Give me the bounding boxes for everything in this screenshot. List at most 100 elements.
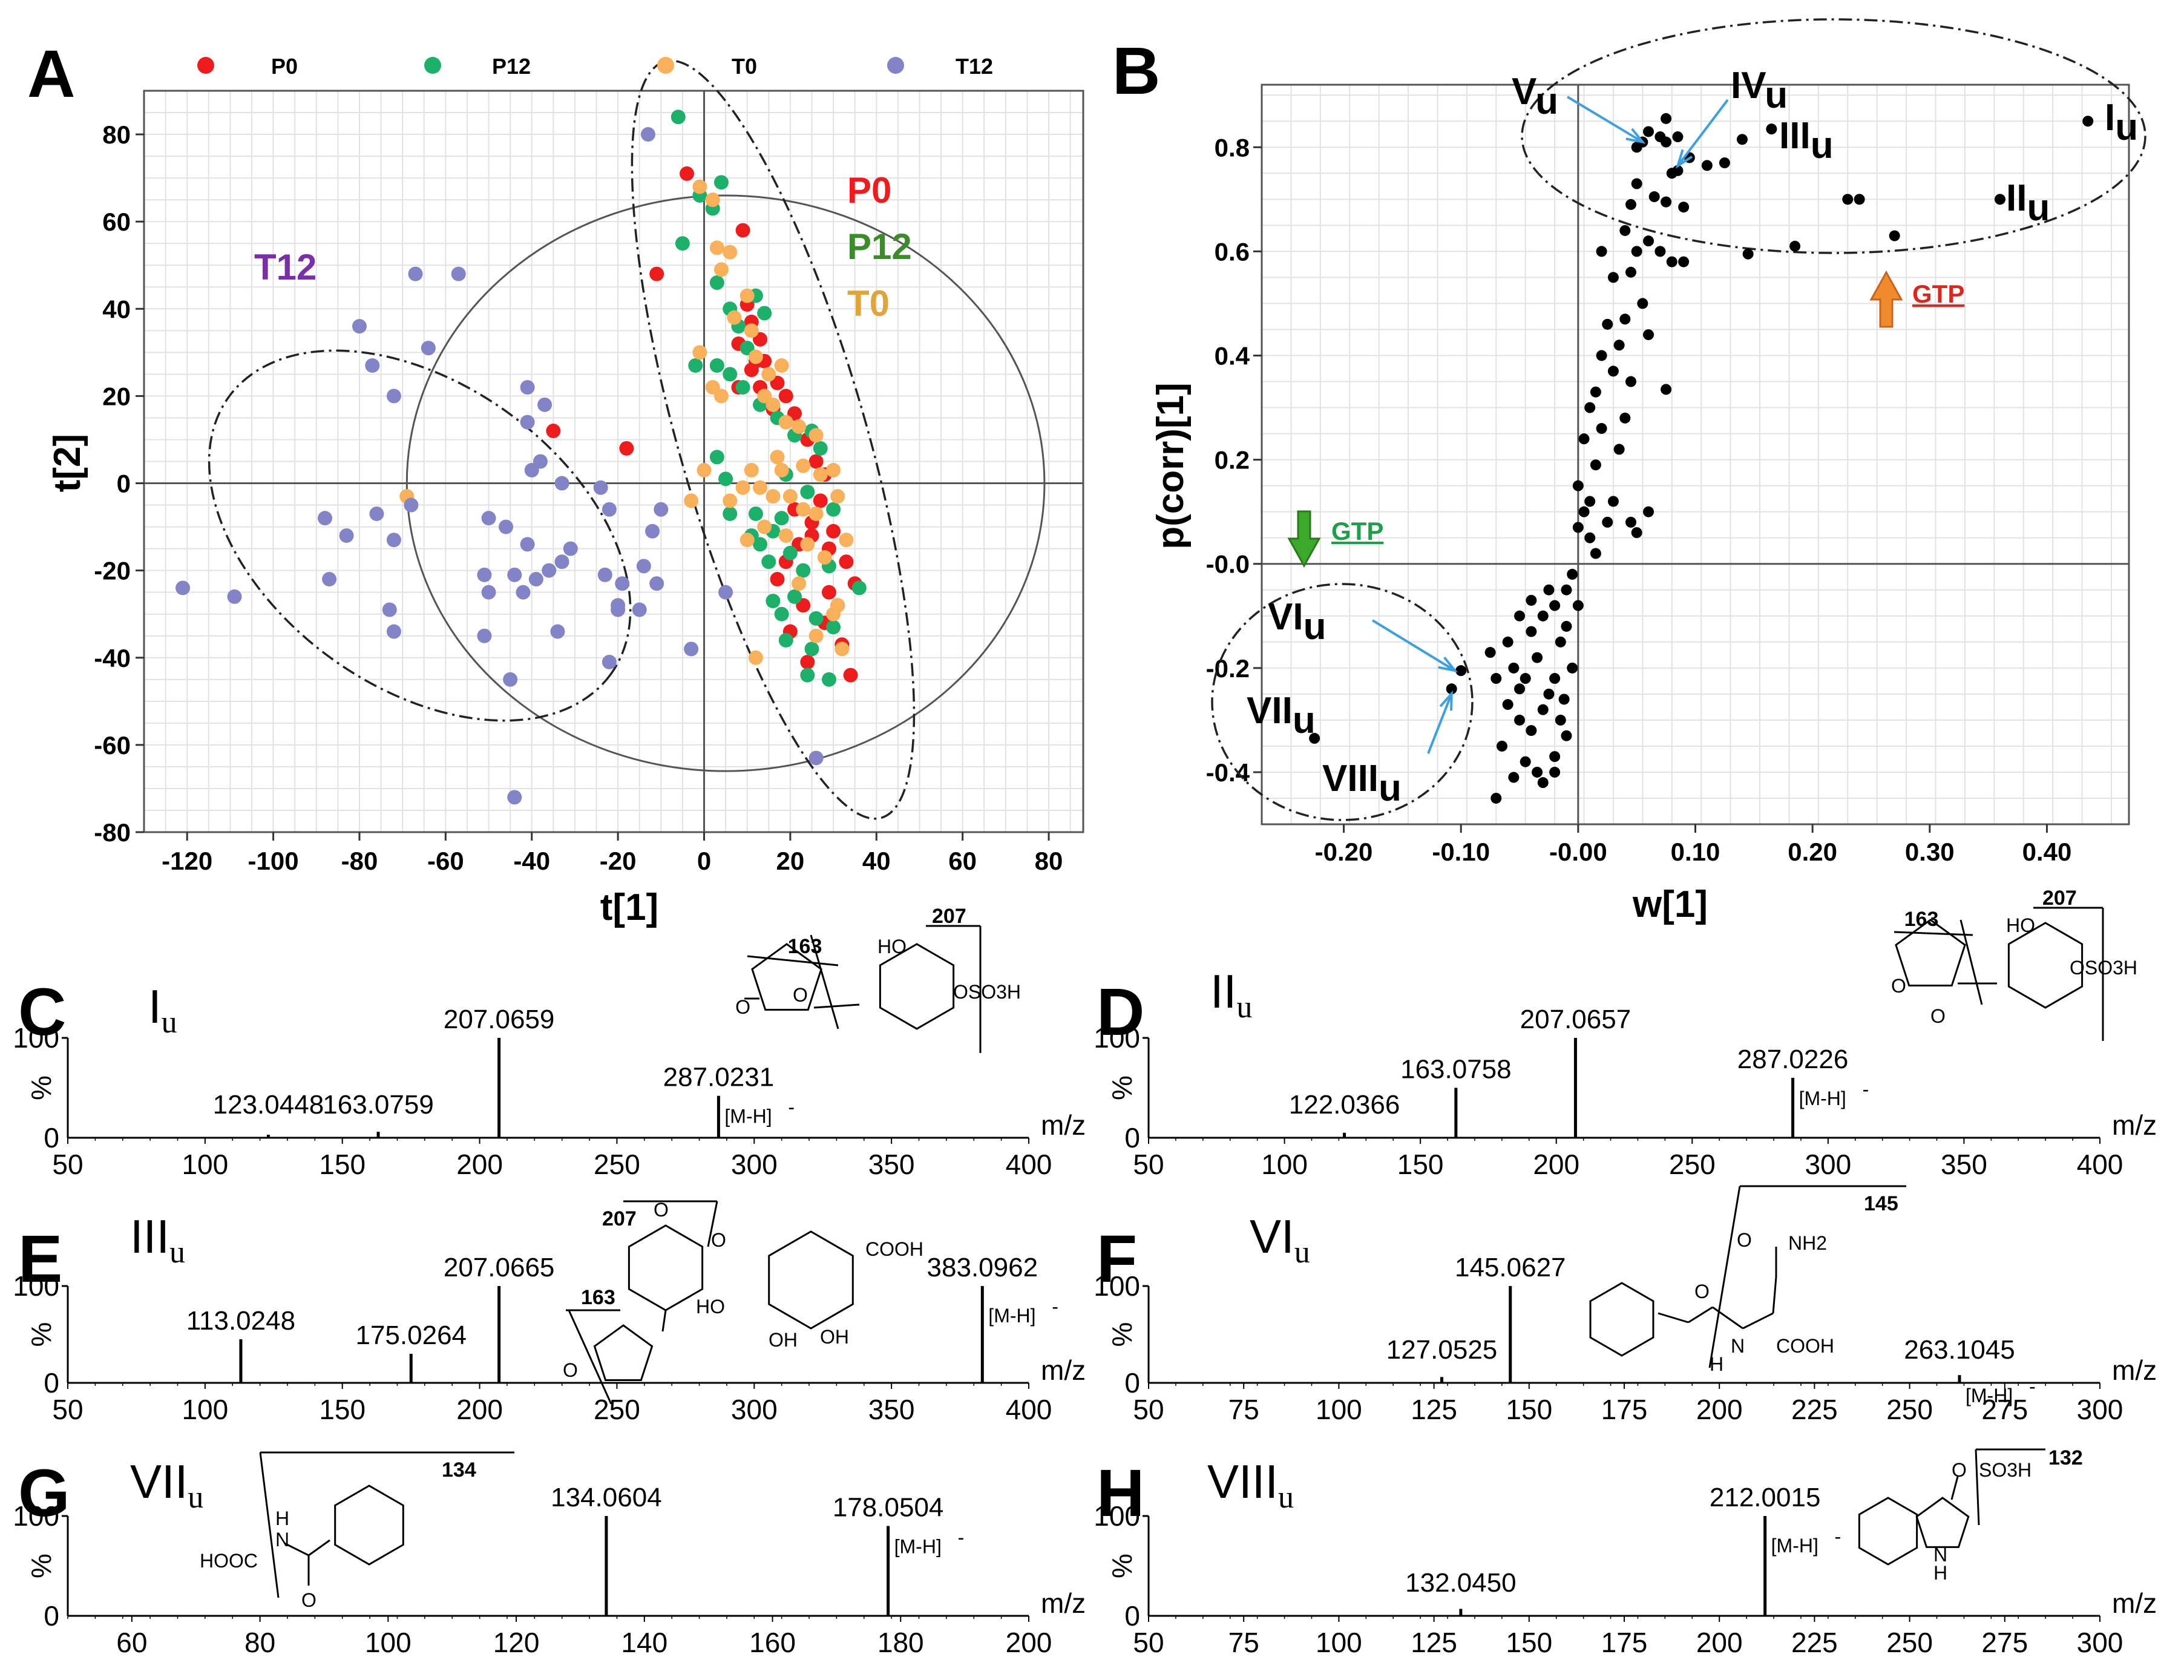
compound-label-ivu-sub: u [1765, 74, 1788, 116]
carbonyl-oxygen-c: O [735, 996, 750, 1018]
hotelling-ellipse [405, 194, 1046, 772]
fragment-163-c: 163 [788, 935, 822, 958]
spectrum-x-tick-label-c: 250 [594, 1149, 640, 1180]
y-tick-label: -60 [94, 731, 131, 760]
point-t12 [528, 572, 543, 587]
spectrum-title-d-sub: u [1236, 990, 1252, 1025]
pointer-arrow [1427, 693, 1453, 754]
compound-label-viiiu: VIIIu [1322, 758, 1402, 809]
spectrum-x-tick-label-f: 50 [1133, 1394, 1164, 1425]
fragment-145-f: 145 [1864, 1192, 1898, 1215]
x-axis-label: w[1] [1632, 884, 1708, 925]
spectrum-x-tick-label-e: 50 [52, 1394, 83, 1425]
ion-label-d: [M-H] [1799, 1088, 1846, 1109]
spectrum-x-tick-label-f: 200 [1696, 1394, 1743, 1425]
loading-point [1526, 626, 1537, 637]
point-t12 [520, 415, 535, 430]
point-t0 [839, 533, 854, 548]
carbonyl-oxygen-e: O [563, 1359, 578, 1381]
loading-point [1549, 766, 1561, 778]
point-t0 [835, 641, 850, 657]
ether-oxygen-e: O [654, 1199, 669, 1221]
point-p12 [808, 611, 824, 626]
compound-label-viiiu-base: VIII [1322, 758, 1379, 799]
point-t0 [796, 458, 811, 473]
spectrum-title-h-base: VIII [1207, 1455, 1278, 1508]
ion-charge-d: - [1863, 1078, 1869, 1100]
ion-charge-e: - [1052, 1296, 1058, 1317]
point-t12 [318, 511, 333, 526]
x-tick-label: -0.00 [1549, 838, 1607, 866]
point-p12 [757, 306, 772, 321]
point-t0 [778, 528, 793, 543]
loading-point [1666, 168, 1677, 179]
spectrum-x-tick-label-h: 175 [1601, 1627, 1648, 1658]
point-t12 [602, 502, 617, 517]
spectrum-y-min-h: 0 [1124, 1600, 1140, 1632]
gtp-down-arrow [1287, 510, 1321, 568]
glucuronide-ring-e [768, 1230, 854, 1330]
spectrum-peak-label-f: 127.0525 [1386, 1335, 1498, 1365]
panel-letter-e: E [18, 1222, 62, 1296]
point-p12 [774, 606, 789, 622]
legend-label-t0: T0 [732, 54, 757, 79]
y-tick-label: -80 [94, 818, 131, 847]
oxy-bond-h [1950, 1476, 1959, 1500]
loading-point [1555, 714, 1566, 726]
point-t0 [774, 462, 789, 477]
spectrum-x-tick-label-f: 250 [1886, 1394, 1933, 1425]
y-tick-label: -20 [94, 557, 131, 585]
compound-label-iu-base: I [2105, 97, 2115, 139]
point-t0 [697, 462, 712, 477]
spectrum-title-f-sub: u [1294, 1235, 1310, 1270]
point-p0 [735, 223, 750, 238]
spectrum-peak-label-d: 207.0657 [1520, 1005, 1631, 1034]
point-t12 [386, 389, 401, 404]
x-tick-label: 0 [697, 847, 711, 875]
loading-point [1502, 636, 1513, 648]
spectrum-y-label-f: % [1106, 1322, 1138, 1347]
legend-label-p0: P0 [271, 54, 298, 79]
loading-point [1607, 272, 1619, 283]
spectrum-peak-label-c: 207.0659 [444, 1005, 555, 1034]
fragment-207-d: 207 [2042, 887, 2077, 910]
ion-charge-g: - [958, 1527, 965, 1549]
panel-letter-c: C [18, 975, 66, 1049]
spectrum-x-tick-label-h: 150 [1506, 1627, 1552, 1658]
y-tick-label: 0.2 [1215, 446, 1250, 474]
phenyl-ring-g [334, 1485, 404, 1566]
point-t12 [386, 624, 401, 639]
point-t12 [520, 380, 535, 395]
x-tick-label: 20 [776, 847, 805, 875]
spectrum-peak-label-f: 263.1045 [1904, 1335, 2015, 1365]
point-p0 [546, 424, 561, 439]
spectrum-x-label-f: m/z [2112, 1354, 2157, 1386]
loading-point [1766, 123, 1777, 135]
y-axis-label: t[2] [47, 434, 88, 492]
spectrum-title-f-base: VI [1250, 1210, 1294, 1263]
loading-point [1455, 665, 1467, 677]
spectrum-x-tick-label-f: 275 [1981, 1394, 2028, 1425]
mass-spectra: C Iu 100 0% 50 100 150 200 250 300 350 400 m/z 123.04… [13, 965, 2157, 1658]
phenyl-ring-c [879, 943, 955, 1030]
ring-oxygen-c: O [793, 984, 808, 1006]
point-t12 [640, 127, 655, 142]
point-t0 [723, 493, 738, 508]
spectrum-x-tick-label-h: 250 [1886, 1627, 1933, 1658]
point-t12 [322, 572, 337, 587]
spectrum-y-max-f: 100 [1094, 1270, 1140, 1302]
spectrum-peak-label-f: 145.0627 [1455, 1253, 1566, 1282]
loading-point [1661, 136, 1672, 148]
compound-label-iu-sub: u [2115, 107, 2138, 148]
loading-point [1842, 194, 1854, 205]
point-t12 [654, 502, 669, 517]
point-t0 [830, 489, 845, 504]
y-tick-label: 0.6 [1215, 237, 1250, 266]
loading-point [1643, 235, 1654, 247]
spectrum-x-tick-label-d: 250 [1669, 1149, 1716, 1180]
point-t12 [365, 358, 380, 373]
point-p12 [766, 594, 781, 609]
ion-charge-c: - [788, 1097, 795, 1118]
amide-n-bond-f [1712, 1306, 1743, 1330]
ion-charge-h: - [1835, 1526, 1841, 1547]
